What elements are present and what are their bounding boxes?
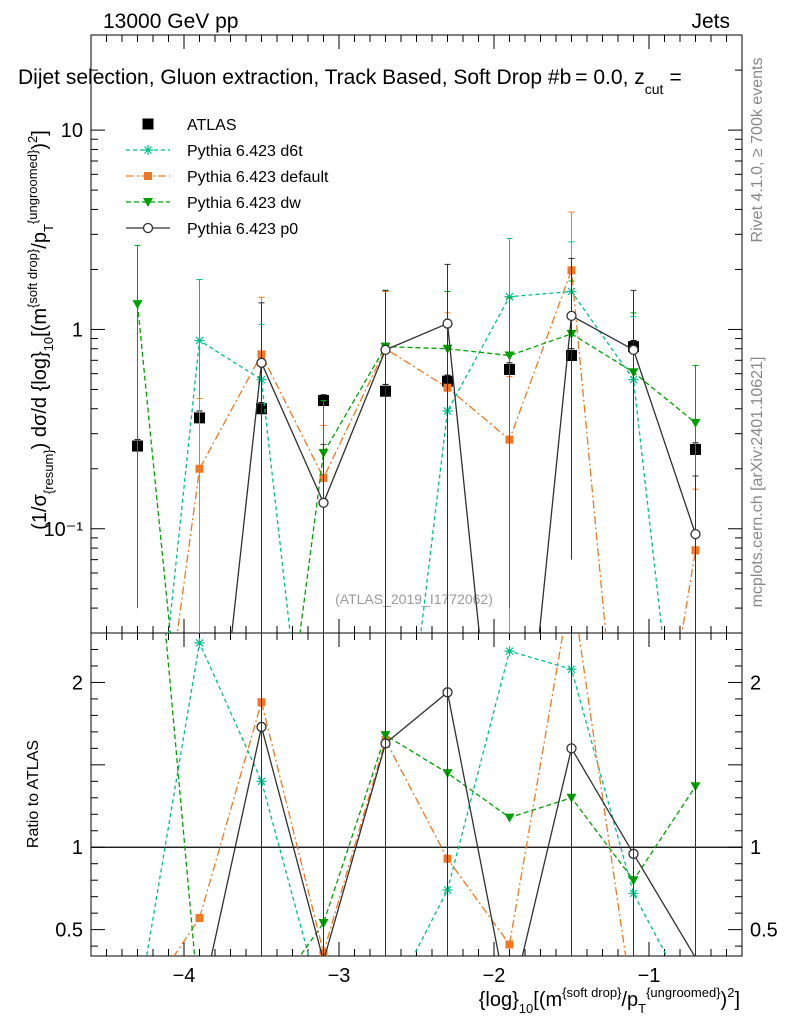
x-tick-label: −3 — [328, 965, 351, 987]
ratio-line-p0 — [210, 691, 696, 956]
x-tick-label: −2 — [483, 965, 506, 987]
data-point-p0 — [318, 497, 329, 508]
ratio-point-default — [505, 940, 514, 949]
ratio-point-default — [195, 914, 204, 923]
legend-label-p0: Pythia 6.423 p0 — [187, 221, 298, 238]
ratio-panel-frame — [90, 632, 743, 957]
data-point-p0 — [380, 344, 391, 355]
series-line-p0 — [231, 314, 697, 633]
series-line-dw — [136, 304, 696, 633]
x-tick-label: −1 — [638, 965, 661, 987]
zcut-text: = 0.0, z — [575, 66, 644, 89]
data-point-dw — [690, 418, 701, 428]
ratio-point-dw — [504, 813, 515, 823]
legend-label-dw: Pythia 6.423 dw — [187, 195, 301, 212]
legend-label-d6t: Pythia 6.423 d6t — [187, 143, 303, 160]
ratio-point-d6t — [504, 646, 515, 657]
ratio-line-d6t — [146, 640, 668, 956]
data-point-default — [195, 464, 204, 473]
star-stroke — [505, 647, 514, 656]
legend-entry-default: Pythia 6.423 default — [126, 169, 329, 186]
ratio-tick-label-right: 0.5 — [750, 920, 778, 942]
legend-entry-dw: Pythia 6.423 dw — [126, 195, 301, 212]
x-tick-label: −4 — [173, 965, 196, 987]
data-point-dw — [504, 351, 515, 361]
star-stroke — [505, 292, 514, 301]
y-tick-label: 10⁻¹ — [44, 519, 84, 541]
ratio-tick-label-right: 2 — [750, 672, 761, 694]
ratio-layer — [146, 633, 701, 956]
data-point-dw — [132, 300, 143, 310]
ratio-line-default — [173, 633, 627, 956]
ratio-errors-p0 — [261, 633, 696, 956]
energy-label: 13000 GeV pp — [103, 10, 238, 33]
legend-label-default: Pythia 6.423 default — [187, 169, 329, 186]
star-stroke — [195, 336, 204, 345]
legend-marker-atlas — [142, 118, 154, 130]
series-default — [176, 211, 700, 633]
zcut-tail: = — [669, 66, 681, 89]
legend-entry-p0: Pythia 6.423 p0 — [126, 221, 298, 238]
series-layer — [132, 211, 701, 633]
process-label: Jets — [691, 10, 730, 33]
data-point-p0 — [442, 318, 453, 329]
ratio-y-axis-title: Ratio to ATLAS — [25, 740, 42, 848]
analysis-watermark: (ATLAS_2019_I1772062) — [335, 591, 493, 607]
y-tick-label: 10 — [61, 120, 83, 142]
legend: ATLAS Pythia 6.423 d6t Pythia 6.423 defaul… — [126, 117, 329, 238]
ratio-tick-label: 0.5 — [55, 920, 83, 942]
legend-entry-d6t: Pythia 6.423 d6t — [126, 143, 303, 160]
data-point-p0 — [628, 344, 639, 355]
ratio-tick-label-right: 1 — [750, 837, 761, 859]
star-stroke — [195, 638, 204, 647]
ratio-point-d6t — [194, 637, 205, 648]
series-atlas — [132, 340, 701, 457]
data-point-p0 — [690, 528, 701, 540]
legend-label-atlas: ATLAS — [187, 117, 237, 134]
series-line-d6t — [167, 290, 663, 633]
series-line-default — [176, 270, 697, 633]
ticks-layer: −4 −3 −2 −1 10⁻¹ 1 10 0.5 0.5 1 1 2 2 — [44, 34, 778, 987]
legend-marker-d6t — [143, 145, 153, 155]
selection-label: Dijet selection, Gluon extraction, Track… — [18, 66, 682, 97]
ratio-tick-label: 1 — [72, 837, 83, 859]
zcut-sub: cut — [645, 81, 664, 97]
series-d6t — [167, 237, 663, 633]
ratio-series-default — [173, 633, 627, 956]
data-point-p0 — [566, 310, 577, 321]
mcplots-label: mcplots.cern.ch [arXiv:2401.10621] — [749, 357, 766, 608]
y-tick-label: 1 — [72, 319, 83, 341]
legend-marker-p0 — [142, 222, 154, 234]
selection-text: Dijet selection, Gluon extraction, Track… — [18, 66, 571, 89]
rivet-label: Rivet 4.1.0, ≥ 700k events — [749, 58, 766, 243]
data-point-p0 — [256, 357, 267, 368]
legend-marker-dw — [143, 198, 153, 207]
ratio-line-dw — [164, 633, 697, 956]
ratio-tick-label: 2 — [72, 672, 83, 694]
series-p0 — [231, 257, 701, 633]
data-point-d6t — [194, 335, 205, 346]
series-dw — [132, 244, 701, 633]
main-y-axis-title: (1/σ{resum}) dσ/d {log}10[(m{soft drop}/… — [25, 130, 56, 530]
x-axis-title: {log}10[(m{soft drop}/pT{ungroomed})2] — [479, 985, 740, 1016]
legend-entry-atlas: ATLAS — [142, 117, 237, 134]
star-stroke — [144, 146, 152, 154]
legend-marker-default — [144, 172, 152, 180]
ratio-series-p0 — [210, 687, 696, 956]
